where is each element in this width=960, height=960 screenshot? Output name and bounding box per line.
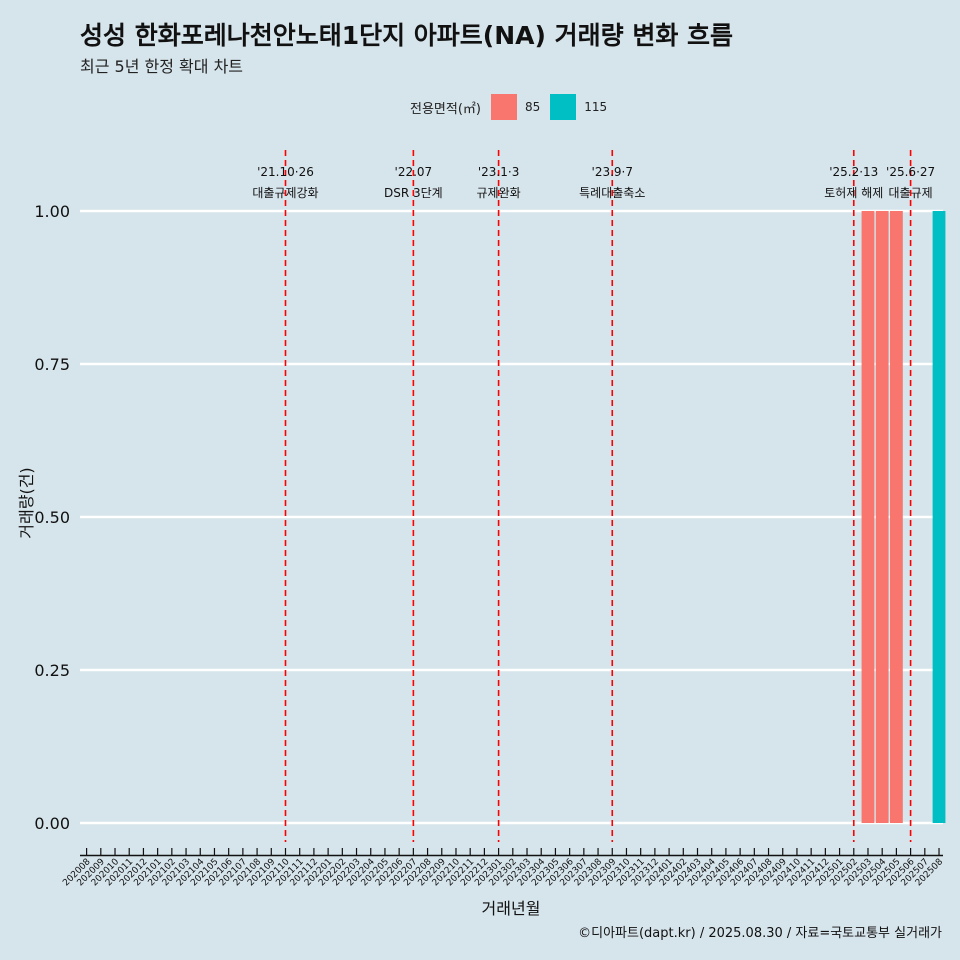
- event-label-202110: 대출규제강화: [252, 186, 318, 200]
- event-date-202110: '21.10·26: [257, 165, 314, 179]
- legend-key-85: [490, 94, 517, 120]
- y-tick-label: 1.00: [34, 202, 70, 221]
- y-tick-label: 0.00: [34, 814, 70, 833]
- legend-label-115: 115: [584, 100, 608, 114]
- y-tick-label: 0.75: [34, 355, 70, 374]
- y-axis-title: 거래량(건): [17, 467, 36, 538]
- event-label-202506: 대출규제: [889, 186, 933, 200]
- event-label-202207: DSR 3단계: [384, 186, 443, 200]
- bar-85-202503: [861, 211, 875, 823]
- event-date-202301: '23.1·3: [478, 165, 519, 179]
- chart-title: 성성 한화포레나천안노태1단지 아파트(NA) 거래량 변화 흐름: [80, 21, 734, 50]
- bar-85-202505: [889, 211, 903, 823]
- chart-subtitle: 최근 5년 한정 확대 차트: [80, 57, 244, 76]
- event-label-202309: 특례대출축소: [579, 186, 645, 200]
- y-tick-label: 0.25: [34, 661, 70, 680]
- source-caption: ©디아파트(dapt.kr) / 2025.08.30 / 자료=국토교통부 실…: [578, 926, 942, 941]
- legend-title: 전용면적(㎡): [410, 101, 481, 117]
- y-tick-label: 0.50: [34, 508, 70, 527]
- legend: 전용면적(㎡) 85 115: [410, 93, 617, 121]
- legend-key-115: [550, 94, 577, 120]
- event-date-202502: '25.2·13: [829, 165, 878, 179]
- event-date-202506: '25.6·27: [886, 165, 935, 179]
- event-label-202301: 규제완화: [477, 186, 521, 200]
- bar-85-202504: [875, 211, 889, 823]
- legend-label-85: 85: [524, 100, 541, 114]
- event-date-202309: '23.9·7: [592, 165, 633, 179]
- x-axis-title: 거래년월: [482, 899, 541, 918]
- event-label-202502: 토허제 해제: [824, 186, 883, 200]
- event-date-202207: '22.07: [395, 165, 433, 179]
- bar-115-202508: [932, 211, 946, 823]
